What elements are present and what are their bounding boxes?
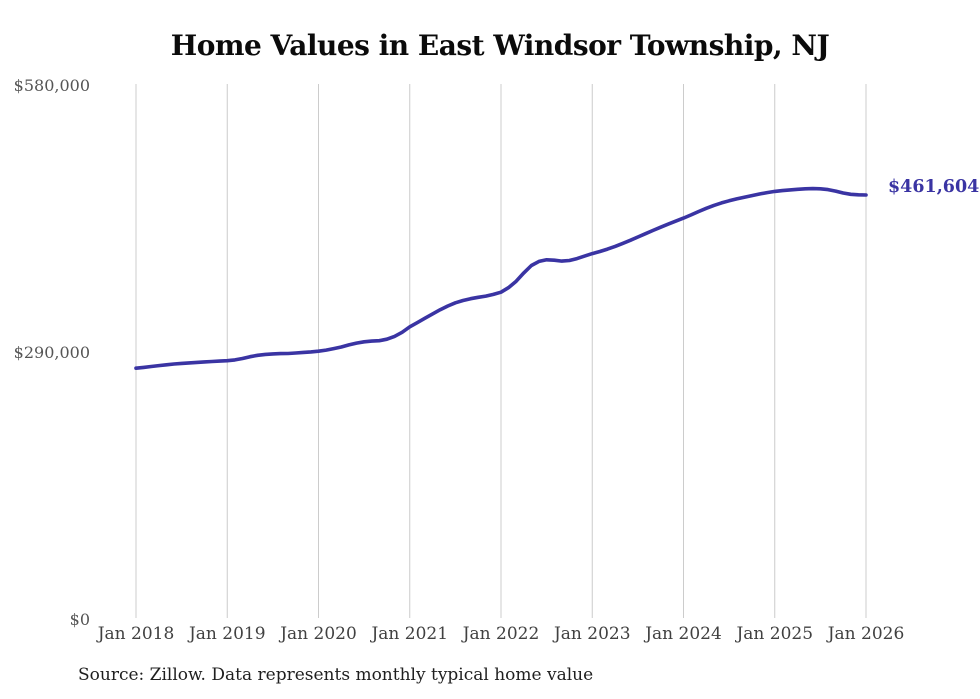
- y-tick-label: $580,000: [13, 76, 90, 95]
- home-value-line: [134, 186, 868, 371]
- y-tick-label: $290,000: [13, 343, 90, 362]
- x-tick-label: Jan 2023: [553, 624, 631, 644]
- x-tick-label: Jan 2018: [97, 624, 175, 644]
- x-tick-label: Jan 2025: [736, 624, 814, 644]
- chart-title: Home Values in East Windsor Township, NJ: [170, 29, 830, 62]
- x-tick-label: Jan 2026: [827, 624, 905, 644]
- x-tick-label: Jan 2024: [645, 624, 722, 644]
- latest-value-label: $461,604: [888, 177, 980, 197]
- y-tick-label: $0: [69, 610, 90, 629]
- x-tick-label: Jan 2022: [462, 624, 540, 644]
- x-tick-label: Jan 2021: [371, 624, 449, 644]
- x-tick-label: Jan 2019: [188, 624, 266, 644]
- source-note: Source: Zillow. Data represents monthly …: [78, 665, 594, 685]
- x-tick-label: Jan 2020: [280, 624, 357, 644]
